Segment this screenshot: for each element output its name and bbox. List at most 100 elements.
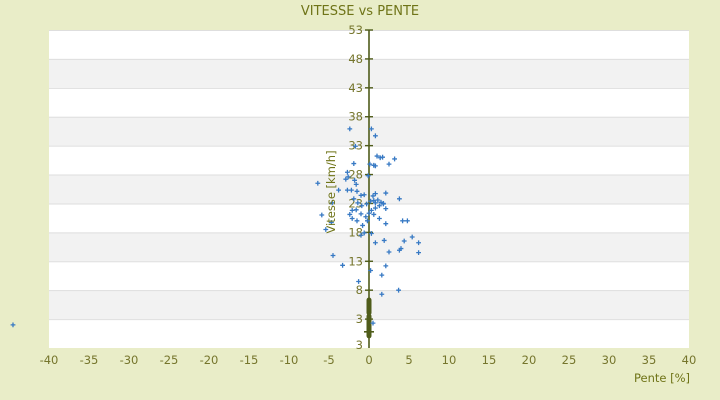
x-tick-label: 20 — [522, 353, 537, 367]
data-point — [416, 240, 421, 246]
data-point — [409, 234, 415, 240]
data-point — [343, 176, 349, 182]
x-tick-label: -40 — [40, 353, 59, 367]
data-point — [383, 206, 389, 212]
data-point — [360, 223, 365, 228]
chart-title: VITESSE vs PENTE — [300, 4, 420, 19]
data-point — [356, 279, 361, 284]
data-point — [347, 126, 353, 132]
data-point — [369, 126, 374, 132]
x-tick-label: 5 — [405, 353, 412, 367]
x-tick-label: 40 — [682, 353, 697, 367]
x-tick-label: 15 — [482, 353, 497, 367]
data-point — [370, 193, 376, 199]
data-point — [366, 210, 372, 216]
data-point — [373, 240, 378, 246]
data-point — [381, 238, 387, 243]
data-point — [365, 173, 371, 179]
data-point — [373, 205, 378, 211]
data-point — [349, 207, 355, 213]
data-point — [351, 196, 357, 202]
data-point — [330, 253, 336, 258]
data-point — [355, 200, 361, 206]
data-point — [354, 218, 360, 224]
x-tick-label: 35 — [642, 353, 657, 367]
data-point — [386, 161, 392, 167]
data-point — [373, 163, 378, 169]
data-point — [352, 177, 357, 183]
data-point — [323, 227, 329, 232]
data-point — [349, 187, 354, 193]
data-point — [368, 268, 373, 273]
data-point — [10, 322, 16, 328]
x-tick-label: -10 — [280, 353, 299, 367]
data-point — [381, 201, 386, 207]
data-point — [396, 287, 401, 293]
data-point — [400, 218, 405, 224]
x-tick-label: -30 — [120, 353, 139, 367]
x-tick-label: -20 — [200, 353, 219, 367]
x-tick-label: -35 — [80, 353, 99, 367]
y-tick-label-bottom: 3 — [356, 338, 363, 352]
x-tick-label: 30 — [602, 353, 617, 367]
data-point — [340, 262, 345, 268]
y-tick-label: 43 — [348, 81, 363, 95]
data-point — [363, 214, 369, 220]
data-point — [353, 181, 359, 187]
data-point — [401, 238, 407, 244]
x-tick-label: -25 — [160, 353, 179, 367]
data-point — [361, 192, 367, 198]
data-point — [336, 187, 341, 193]
y-tick-label: 48 — [348, 52, 363, 66]
data-point — [365, 218, 370, 224]
data-point — [416, 250, 421, 255]
data-point — [351, 161, 357, 166]
data-point — [369, 207, 374, 213]
data-point — [398, 246, 404, 251]
y-tick-label: 28 — [348, 168, 363, 182]
data-point — [349, 216, 355, 221]
data-point — [383, 263, 389, 269]
data-point — [386, 249, 392, 255]
data-point — [405, 218, 410, 224]
data-point — [361, 230, 367, 236]
data-point — [367, 161, 373, 167]
x-tick-label: 0 — [365, 353, 372, 367]
data-point — [370, 320, 376, 326]
data-point — [371, 212, 377, 217]
x-tick-label: 10 — [442, 353, 457, 367]
data-point — [358, 211, 364, 217]
data-point — [358, 232, 364, 238]
y-axis-title: Vitesse [km/h] — [324, 150, 338, 234]
data-point — [380, 154, 385, 160]
x-tick-label: -15 — [240, 353, 259, 367]
data-point — [379, 291, 385, 297]
data-point — [373, 191, 378, 197]
x-tick-label: 25 — [562, 353, 577, 367]
data-point — [369, 231, 374, 236]
data-point — [383, 190, 389, 196]
data-point — [345, 169, 350, 175]
data-point — [374, 153, 380, 159]
data-point — [383, 221, 389, 227]
x-axis-title: Pente [%] — [633, 371, 690, 385]
data-point — [379, 272, 385, 278]
data-point — [373, 133, 378, 139]
data-point — [359, 203, 365, 209]
data-point — [329, 200, 335, 206]
data-point — [377, 203, 382, 209]
data-point — [392, 156, 397, 162]
y-tick-label: 38 — [348, 110, 363, 124]
data-point — [353, 143, 358, 149]
data-point — [347, 212, 353, 217]
y-tick-label: 13 — [348, 254, 363, 268]
y-tick-label: 8 — [356, 283, 363, 297]
data-point — [329, 220, 334, 225]
data-point — [397, 196, 402, 202]
x-tick-label: -5 — [323, 353, 334, 367]
data-point — [354, 188, 360, 194]
data-point — [319, 212, 325, 218]
data-point — [345, 174, 351, 180]
